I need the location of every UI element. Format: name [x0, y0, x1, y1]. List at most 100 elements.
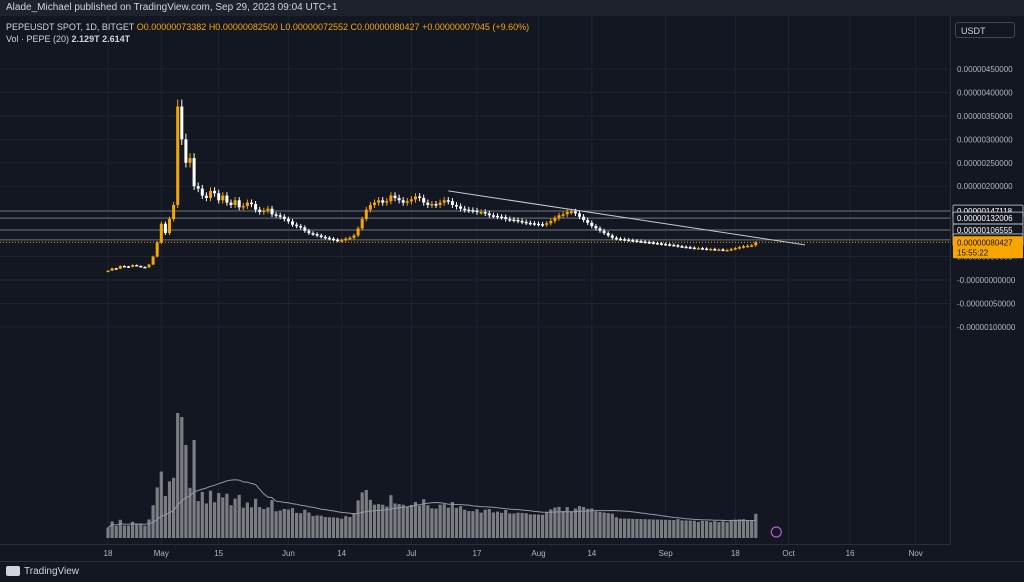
candle-body-78	[426, 202, 430, 205]
candle-150	[721, 248, 725, 252]
candle-body-59	[348, 237, 352, 240]
time-axis-labels: 18 May 15 Jun 14 Jul 17 Aug 14 Sep 18 Oct 16 Nov	[104, 549, 923, 558]
volume-bar-0	[106, 527, 110, 538]
candle-26	[213, 187, 217, 197]
candle-46	[295, 222, 299, 229]
candle-66	[377, 197, 381, 206]
time-axis[interactable]: 18 May 15 Jun 14 Jul 17 Aug 14 Sep 18 Oct 16 Nov	[0, 544, 950, 561]
candle-108	[549, 218, 553, 226]
candle-body-4	[122, 265, 126, 268]
candle-127	[627, 238, 631, 242]
candle-42	[278, 212, 282, 220]
volume-bar-42	[278, 510, 282, 538]
candle-body-19	[184, 139, 188, 163]
candle-body-127	[627, 239, 631, 242]
volume-bar-141	[684, 520, 688, 538]
volume-bar-10	[147, 519, 151, 538]
volume-bar-44	[286, 509, 290, 538]
price-tick-1: 0.00000400000	[957, 88, 1013, 97]
candle-99	[512, 217, 516, 223]
candle-9	[143, 266, 147, 269]
volume-bar-61	[356, 500, 360, 538]
volume-bar-113	[569, 511, 573, 538]
volume-bar-92	[483, 509, 487, 538]
volume-bar-51	[315, 515, 319, 538]
volume-bar-120	[598, 511, 602, 538]
volume-bar-85	[454, 507, 459, 538]
candle-158	[754, 240, 758, 247]
volume-bar-100	[516, 512, 520, 538]
volume-bar-28	[221, 497, 225, 538]
candle-body-156	[746, 245, 750, 248]
candle-60	[352, 233, 356, 240]
volume-bar-133	[651, 519, 655, 538]
currency-selector[interactable]: USDT	[955, 22, 1015, 38]
symbol-name: PEPEUSDT SPOT, 1D, BITGET	[6, 22, 135, 32]
candle-body-115	[578, 213, 581, 217]
candle-body-66	[377, 200, 381, 203]
volume-bar-105	[536, 514, 541, 538]
candle-117	[586, 217, 590, 226]
candle-143	[692, 246, 696, 250]
volume-bar-52	[319, 515, 323, 538]
candle-body-0	[106, 270, 110, 273]
candle-body-35	[250, 202, 253, 205]
price-tick-0: 0.00000450000	[957, 65, 1013, 74]
volume-ma-line	[107, 479, 756, 529]
volume-bar-145	[700, 520, 705, 538]
candle-27	[217, 189, 221, 204]
candle-39	[266, 205, 270, 214]
volume-bar-45	[290, 508, 295, 538]
time-tick-8: 14	[587, 549, 596, 558]
price-level-text-0: 0.00000147118	[957, 207, 1013, 216]
price-tick-4: 0.00000250000	[957, 159, 1013, 168]
candle-24	[204, 192, 208, 202]
candle-105	[537, 221, 540, 227]
chart-area[interactable]: PEPEUSDT SPOT, 1D, BITGET O0.00000073382…	[0, 16, 950, 544]
candle-body-88	[467, 209, 471, 212]
tradingview-logo[interactable]: TradingView	[6, 566, 79, 577]
candle-body-50	[311, 233, 315, 235]
volume-bar-95	[495, 511, 500, 538]
candle-8	[139, 265, 143, 268]
candle-body-62	[360, 219, 364, 229]
candle-body-64	[368, 204, 372, 210]
time-tick-6: 17	[473, 549, 482, 558]
price-chart[interactable]	[0, 16, 950, 544]
volume-bar-150	[721, 521, 725, 538]
candle-139	[676, 243, 680, 248]
candle-38	[262, 207, 266, 215]
price-axis[interactable]: 0.00000450000 0.00000400000 0.00000350000 0…	[950, 16, 1024, 544]
candle-137	[668, 242, 672, 247]
volume-bar-112	[565, 507, 569, 538]
volume-bar-75	[413, 502, 418, 538]
candle-75	[414, 193, 417, 203]
volume-bar-47	[299, 513, 303, 538]
volume-bar-117	[586, 508, 590, 538]
volume-label: Vol · PEPE (20)	[6, 34, 70, 44]
candle-22	[196, 182, 200, 193]
candle-101	[520, 218, 524, 225]
candle-body-65	[373, 202, 376, 205]
volume-bar-153	[733, 519, 737, 538]
candle-body-29	[225, 195, 229, 203]
volume-bar-102	[524, 513, 528, 538]
time-tick-2: 15	[214, 549, 223, 558]
candle-body-131	[643, 241, 647, 244]
candle-body-100	[516, 219, 520, 222]
candle-body-42	[278, 215, 282, 217]
candle-body-85	[455, 204, 458, 207]
candle-33	[241, 202, 245, 211]
candle-body-56	[336, 239, 340, 242]
candle-62	[360, 216, 364, 231]
candle-93	[487, 210, 491, 218]
candle-body-108	[549, 220, 553, 224]
candle-144	[696, 246, 700, 250]
candle-153	[733, 246, 737, 251]
price-tick-7: -0.00000000000	[957, 276, 1016, 285]
candle-119	[594, 223, 598, 231]
candle-body-41	[274, 214, 278, 216]
price-axis-labels: 0.00000450000 0.00000400000 0.00000350000 0…	[952, 65, 1024, 332]
change-value: +0.00000007045 (+9.60%)	[422, 22, 530, 32]
candle-48	[303, 225, 307, 233]
